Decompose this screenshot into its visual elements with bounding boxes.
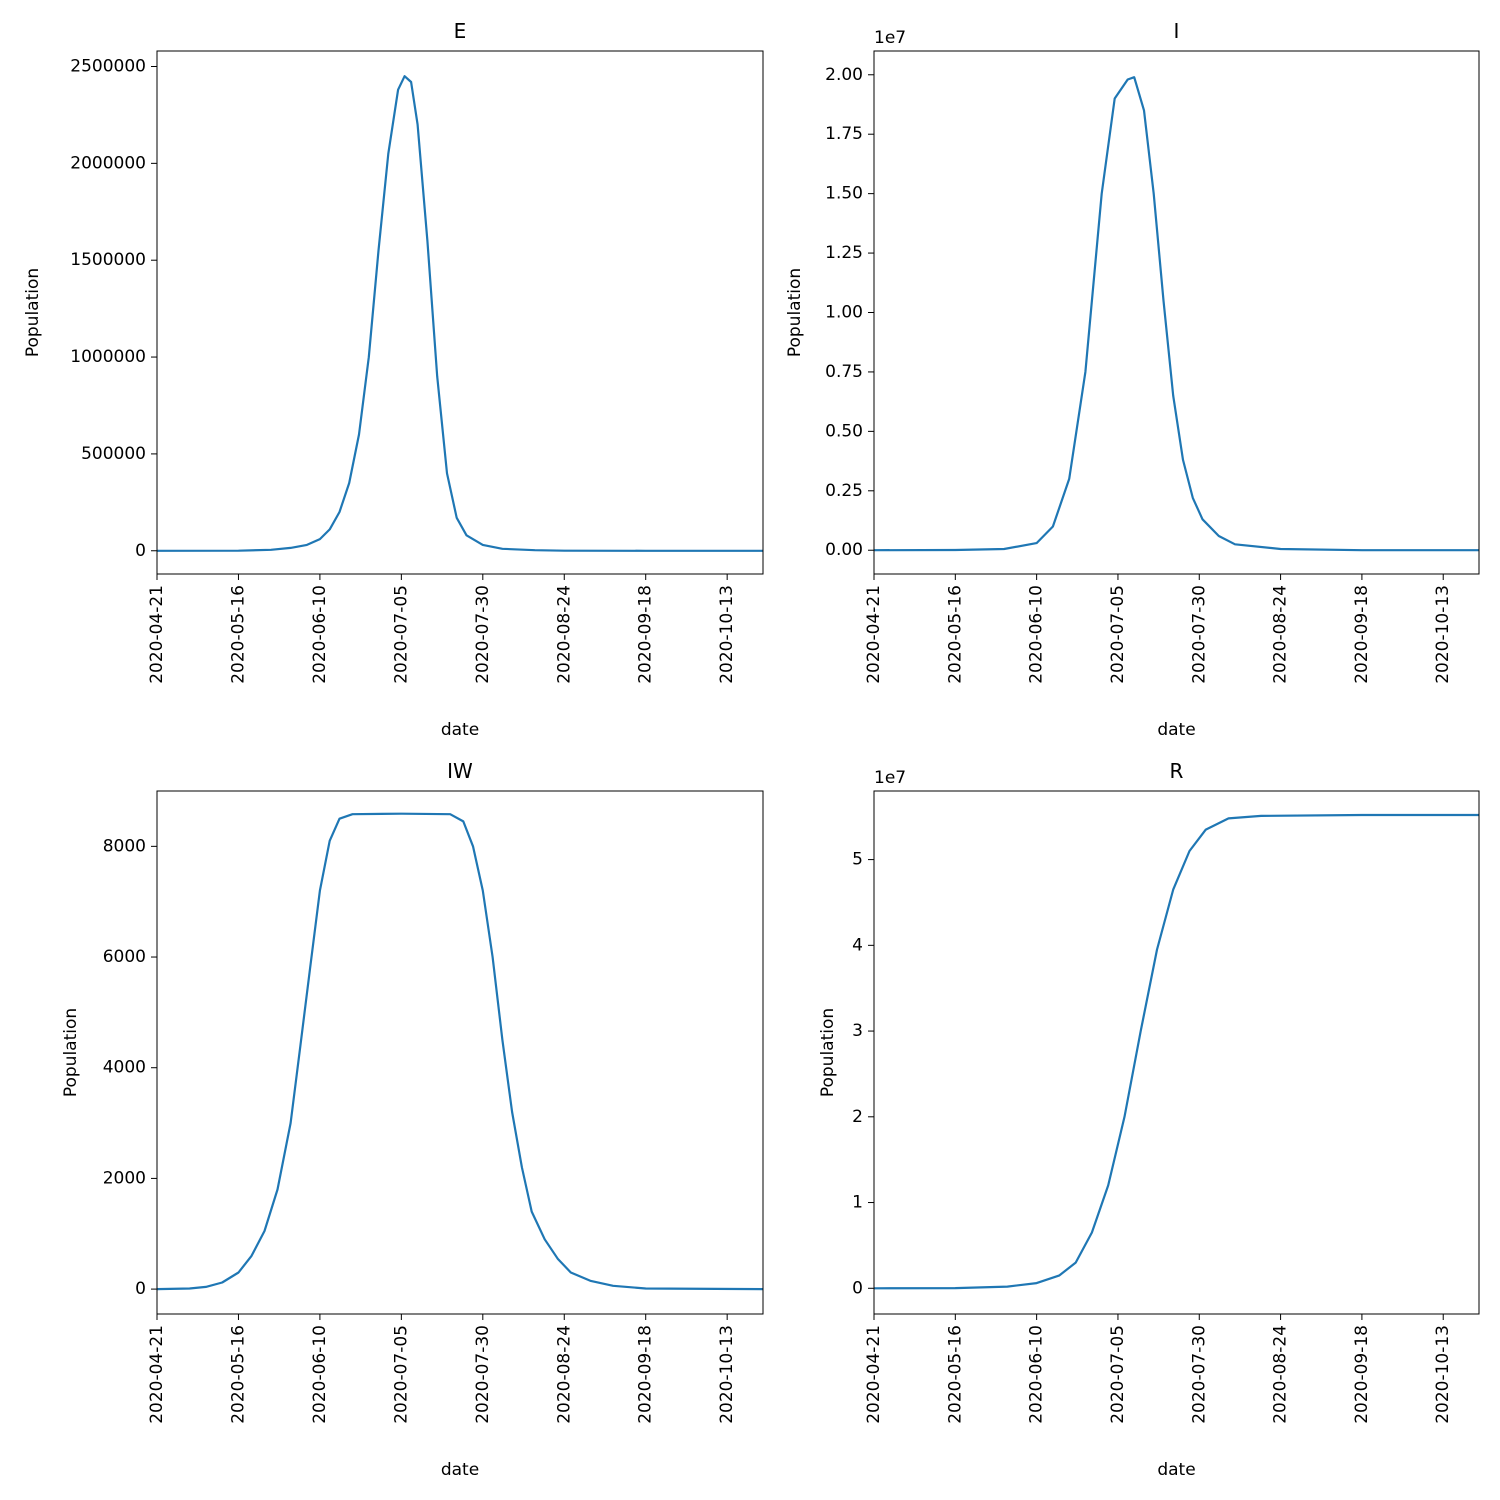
y-tick-label: 1.25	[825, 243, 863, 263]
series-line	[874, 813, 1479, 1290]
x-tick-label: 2020-04-21	[147, 585, 167, 684]
x-tick-label: 2020-04-21	[864, 1325, 884, 1424]
y-tick-label: 0	[135, 541, 146, 561]
x-tick-label: 2020-08-24	[1271, 1325, 1291, 1424]
x-tick-label: 2020-05-16	[228, 585, 248, 684]
y-tick-label: 2000000	[70, 153, 146, 173]
y-tick-label: 4000	[103, 1058, 146, 1078]
axes-frame	[156, 790, 764, 1315]
x-tick-label: 2020-04-21	[147, 1325, 167, 1424]
y-tick-label: 2000	[103, 1168, 146, 1188]
x-tick-label: 2020-10-13	[717, 1325, 737, 1424]
y-tick-label: 0.25	[825, 481, 863, 501]
x-tick-label: 2020-09-18	[636, 585, 656, 684]
x-tick-label: 2020-07-05	[1108, 1325, 1128, 1424]
y-tick-label: 0.00	[825, 540, 863, 560]
x-tick-label: 2020-05-16	[945, 585, 965, 684]
x-tick-label: 2020-10-13	[1433, 1325, 1453, 1424]
subplot-i: 2020-04-21 2020-05-16 2020-06-10 2020-07-05…	[785, 19, 1480, 740]
y-tick-label: 4	[852, 935, 863, 955]
x-tick-label: 2020-09-18	[1352, 1325, 1372, 1424]
x-axis-label: date	[441, 720, 479, 740]
y-tick-label: 8000	[103, 836, 146, 856]
axes-frame	[873, 50, 1480, 575]
y-tick-label: 1500000	[70, 250, 146, 270]
y-tick-label: 0.50	[825, 421, 863, 441]
x-tick-label: 2020-07-05	[391, 585, 411, 684]
x-tick-label: 2020-06-10	[1027, 585, 1047, 684]
subplot-iw: 2020-04-21 2020-05-16 2020-06-10 2020-07-05…	[61, 759, 764, 1480]
x-tick-label: 2020-08-24	[1271, 585, 1291, 684]
x-tick-label: 2020-07-05	[391, 1325, 411, 1424]
x-tick-label: 2020-10-13	[717, 585, 737, 684]
axes-frame	[156, 50, 764, 575]
y-tick-label: 500000	[81, 444, 146, 464]
axes-frame	[873, 790, 1480, 1315]
y-axis-label: Population	[23, 268, 43, 357]
y-tick-label: 5	[852, 850, 863, 870]
subplot-title: E	[454, 19, 467, 43]
y-tick-label: 0	[852, 1278, 863, 1298]
x-tick-label: 2020-06-10	[1027, 1325, 1047, 1424]
y-tick-label: 1.75	[825, 124, 863, 144]
x-tick-label: 2020-09-18	[1352, 585, 1372, 684]
subplot-title: I	[1174, 19, 1180, 43]
x-axis-label: date	[1157, 1460, 1195, 1480]
x-tick-label: 2020-07-30	[473, 585, 493, 684]
y-tick-label: 2.00	[825, 65, 863, 85]
y-tick-label: 1000000	[70, 347, 146, 367]
x-tick-label: 2020-07-30	[473, 1325, 493, 1424]
x-tick-label: 2020-08-24	[554, 1325, 574, 1424]
x-tick-label: 2020-07-30	[1189, 1325, 1209, 1424]
x-tick-label: 2020-07-30	[1189, 585, 1209, 684]
subplot-title: IW	[447, 759, 473, 783]
series-line	[157, 75, 763, 552]
series-line	[874, 76, 1479, 552]
x-tick-label: 2020-06-10	[310, 585, 330, 684]
y-tick-label: 6000	[103, 947, 146, 967]
y-axis-label: Population	[61, 1008, 81, 1097]
y-axis-label: Population	[818, 1008, 838, 1097]
x-tick-label: 2020-05-16	[945, 1325, 965, 1424]
subplot-title: R	[1170, 759, 1184, 783]
x-tick-label: 2020-05-16	[228, 1325, 248, 1424]
x-tick-label: 2020-06-10	[310, 1325, 330, 1424]
y-tick-label: 0	[135, 1279, 146, 1299]
series-line	[157, 812, 763, 1291]
x-axis-label: date	[1157, 720, 1195, 740]
y-tick-label: 0.75	[825, 362, 863, 382]
subplot-e: 2020-04-21 2020-05-16 2020-06-10 2020-07-05…	[23, 19, 764, 740]
x-tick-label: 2020-10-13	[1433, 585, 1453, 684]
y-tick-label: 3	[852, 1021, 863, 1041]
axis-offset-text: 1e7	[874, 768, 906, 788]
x-axis-label: date	[441, 1460, 479, 1480]
y-tick-label: 1	[852, 1193, 863, 1213]
y-tick-label: 1.50	[825, 184, 863, 204]
y-axis-label: Population	[785, 268, 805, 357]
axis-offset-text: 1e7	[874, 28, 906, 48]
x-tick-label: 2020-04-21	[864, 585, 884, 684]
x-tick-label: 2020-08-24	[554, 585, 574, 684]
x-tick-label: 2020-09-18	[636, 1325, 656, 1424]
y-tick-label: 2500000	[70, 56, 146, 76]
y-tick-label: 1.00	[825, 303, 863, 323]
x-tick-label: 2020-07-05	[1108, 585, 1128, 684]
y-tick-label: 2	[852, 1107, 863, 1127]
subplot-r: 2020-04-21 2020-05-16 2020-06-10 2020-07-05…	[818, 759, 1480, 1480]
